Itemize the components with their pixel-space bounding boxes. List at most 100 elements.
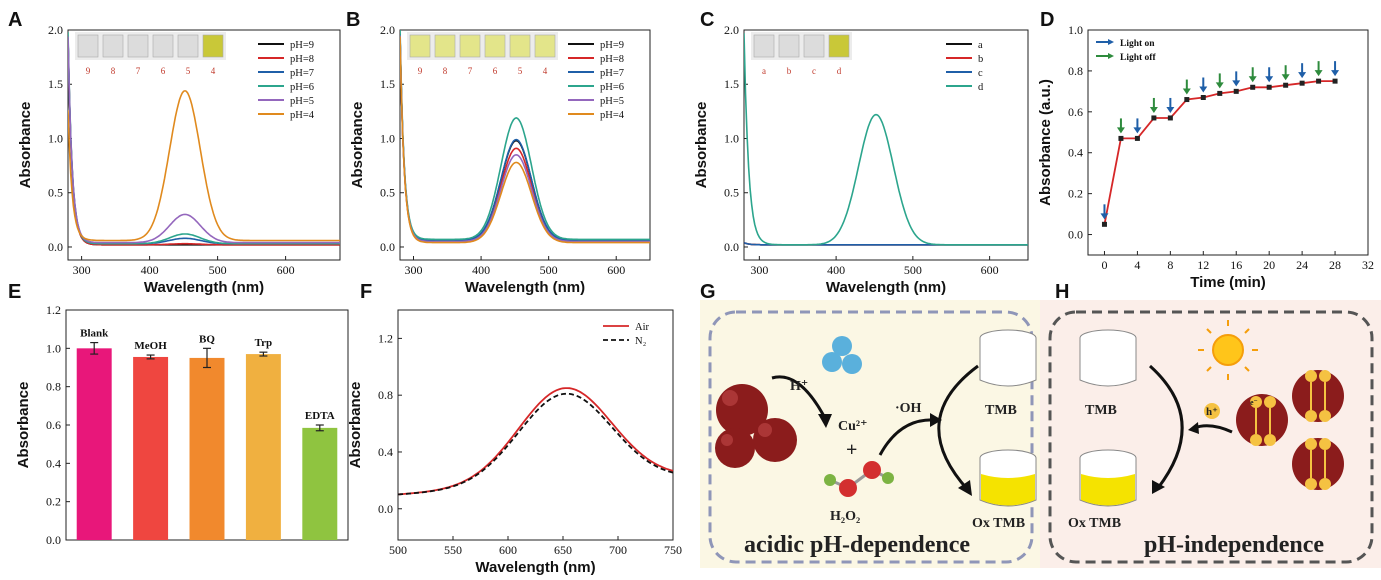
data-point	[1332, 78, 1338, 84]
data-point	[1316, 78, 1322, 84]
hydrogen-atom-icon	[824, 474, 836, 486]
y-tick-label: 0.8	[378, 388, 393, 402]
beaker-ox-tmb-icon	[1079, 449, 1137, 507]
y-axis-label: Absorbance (a.u.)	[1037, 79, 1054, 206]
y-tick-label: 2.0	[380, 23, 395, 37]
y-tick-label: 0.0	[380, 240, 395, 254]
bar-category-label: EDTA	[305, 410, 335, 422]
light-off-arrow-icon	[1116, 127, 1125, 134]
beaker-body-icon	[979, 338, 1037, 387]
sun-disc-icon	[1212, 334, 1244, 366]
legend-entry: Light off	[1120, 53, 1156, 63]
photocatalyst-particle-icon	[1292, 370, 1344, 422]
hole-badge-icon	[1204, 403, 1220, 419]
inset-photo-background	[407, 32, 558, 60]
light-on-arrow-icon	[1265, 76, 1274, 83]
sun-icon	[1198, 320, 1258, 380]
panel-label-b: B	[346, 9, 360, 31]
particle-sphere-icon	[1292, 370, 1344, 422]
bar-category-label: BQ	[199, 333, 215, 345]
nanoparticle-highlight-icon	[722, 390, 738, 406]
legend-swatch	[1108, 53, 1114, 59]
vial-label: 9	[418, 66, 423, 76]
y-tick-label: 0.2	[1068, 187, 1083, 201]
legend-entry: pH=5	[600, 96, 624, 107]
ox-tmb-label: Ox TMB	[1068, 516, 1121, 531]
x-tick-label: 600	[981, 263, 999, 277]
y-tick-label: 0.5	[724, 186, 739, 200]
vial-label: b	[787, 66, 792, 76]
copper-ion-icon	[842, 354, 862, 374]
x-tick-label: 750	[664, 543, 682, 557]
oxidation-arrow-icon	[937, 364, 979, 492]
light-on-arrow-icon	[1133, 127, 1142, 134]
plot-frame	[67, 29, 341, 261]
x-axis-label: Wavelength (nm)	[475, 559, 595, 576]
series-lines	[68, 32, 340, 246]
x-tick-label: 500	[389, 543, 407, 557]
bar	[133, 356, 169, 540]
data-point	[1250, 84, 1256, 90]
bar	[189, 357, 225, 540]
y-tick-label: 0.5	[380, 186, 395, 200]
y-axis-label: Absorbance	[693, 102, 710, 189]
oxidation-arrow-icon	[1148, 364, 1184, 489]
y-axis-label: Absorbance	[15, 382, 32, 469]
light-on-arrow-icon	[1100, 213, 1109, 220]
photocatalyst-particle-icon	[1236, 394, 1288, 446]
photocatalyst-particle-icon	[1292, 438, 1344, 490]
legend-entry: pH=4	[600, 110, 625, 121]
copper-ion-icon	[832, 336, 852, 356]
vial-icon	[409, 34, 431, 58]
chart-panel-b: 300 400 500 600 0.0 0.5 1.0 1.5 2.0 Wavelength (n…	[349, 23, 651, 296]
x-tick-label: 16	[1230, 258, 1242, 272]
vial-icon	[753, 34, 775, 58]
y-tick-label: 0.6	[1068, 105, 1083, 119]
hydroxyl-radical-label: ·OH	[895, 401, 922, 416]
y-tick-label: 1.0	[46, 341, 61, 355]
bar	[76, 348, 112, 540]
vial-icon	[459, 34, 481, 58]
vial-label: 7	[468, 66, 473, 76]
y-tick-label: 0.8	[46, 380, 61, 394]
x-tick-label: 400	[472, 263, 490, 277]
vial-icon	[77, 34, 99, 58]
tmb-label: TMB	[985, 403, 1017, 418]
vial-label: d	[837, 66, 842, 76]
legend-entry: d	[978, 82, 984, 93]
y-tick-label: 0.5	[48, 186, 63, 200]
arrowhead-icon	[930, 413, 942, 427]
hole-badge-icon	[1305, 410, 1317, 422]
legend-entry: c	[978, 68, 983, 79]
vial-label: 6	[493, 66, 498, 76]
y-tick-label: 0.4	[1068, 146, 1083, 160]
vial-icon	[534, 34, 556, 58]
y-tick-label: 0.0	[378, 502, 393, 516]
yellow-solution-icon	[981, 474, 1035, 506]
vial-label: 9	[86, 66, 91, 76]
x-tick-label: 300	[73, 263, 91, 277]
y-axis-label: Absorbance	[349, 102, 366, 189]
light-off-arrow-icon	[1248, 76, 1257, 83]
electron-badge-icon	[1250, 396, 1262, 408]
panel-label-g: G	[700, 281, 716, 303]
light-off-arrow-icon	[1215, 82, 1224, 89]
y-tick-label: 1.5	[724, 77, 739, 91]
legend-entry: pH=9	[600, 40, 624, 51]
x-tick-label: 400	[827, 263, 845, 277]
chart-panel-f: 500 550 600 650 700 750 0.0 0.4 0.8 1.2 Wavelength…	[347, 309, 682, 576]
legend-entry: N₂	[635, 336, 647, 347]
vial-icon	[177, 34, 199, 58]
data-point	[1101, 221, 1107, 227]
panel-label-f: F	[360, 281, 372, 303]
legend-entry: pH=8	[290, 54, 314, 65]
proton-arrow-icon	[771, 375, 828, 421]
legend-entry: b	[978, 54, 983, 65]
light-on-arrow-icon	[1331, 70, 1340, 77]
data-point	[1151, 115, 1157, 121]
plot-frame	[743, 29, 1029, 261]
vial-icon	[127, 34, 149, 58]
x-tick-label: 300	[405, 263, 423, 277]
scheme-g-caption: acidic pH-dependence	[744, 532, 970, 558]
